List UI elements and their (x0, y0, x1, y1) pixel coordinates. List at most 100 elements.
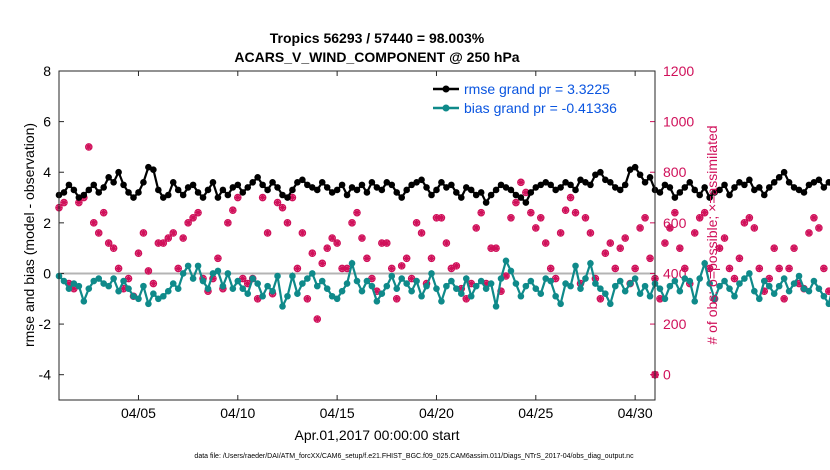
bias-point (751, 287, 758, 295)
obs-assimilated-point (557, 229, 565, 237)
obs-assimilated-point (154, 239, 162, 247)
rmse-point (562, 179, 569, 186)
rmse-point (403, 186, 410, 194)
y-right-tick-label: 1200 (663, 63, 694, 79)
x-tick-label: 04/25 (518, 405, 553, 421)
bias-point (453, 285, 460, 292)
obs-assimilated-point (125, 275, 132, 282)
legend-bias-marker (442, 104, 450, 112)
obs-assimilated-point (189, 214, 197, 222)
bias-point (438, 298, 445, 305)
obs-assimilated-point (95, 229, 103, 237)
rmse-point (820, 184, 828, 191)
rmse-point (418, 176, 425, 184)
rmse-point (249, 179, 256, 186)
bias-point (110, 275, 117, 282)
rmse-point (621, 181, 629, 189)
obs-assimilated-point (552, 275, 560, 282)
y-left-tick-label: 0 (43, 265, 51, 281)
obs-assimilated-point (368, 275, 376, 282)
obs-assimilated-point (467, 280, 475, 287)
bias-point (800, 285, 808, 292)
bias-point (383, 282, 391, 290)
bias-point (259, 292, 266, 300)
bias-point (736, 280, 743, 287)
obs-assimilated-point (661, 239, 669, 247)
rmse-point (482, 199, 490, 206)
rmse-point (815, 176, 823, 184)
bias-point (780, 275, 788, 282)
bias-point (323, 285, 331, 292)
rmse-point (731, 184, 738, 191)
obs-assimilated-point (398, 262, 406, 270)
bias-point (472, 282, 480, 290)
rmse-point (388, 181, 396, 189)
obs-assimilated-point (403, 254, 411, 262)
bias-point (552, 292, 559, 300)
rmse-point (160, 194, 167, 201)
rmse-point (780, 168, 788, 176)
obs-assimilated-point (547, 265, 555, 272)
bias-point (358, 287, 366, 295)
rmse-point (607, 179, 614, 186)
obs-assimilated-point (378, 239, 386, 247)
rmse-point (323, 184, 331, 191)
rmse-point (616, 186, 624, 194)
rmse-point (140, 179, 147, 186)
rmse-point (443, 184, 450, 191)
bias-point (716, 282, 723, 290)
rmse-point (338, 181, 346, 189)
x-axis-label: Apr.01,2017 00:00:00 start (294, 427, 459, 443)
bias-point (105, 282, 112, 290)
rmse-point (264, 186, 271, 194)
rmse-point (736, 179, 743, 186)
bias-point (95, 275, 103, 282)
obs-assimilated-point (234, 194, 242, 201)
rmse-point (795, 186, 803, 194)
rmse-point (224, 191, 232, 199)
rmse-point (711, 189, 718, 196)
obs-assimilated-point (517, 178, 525, 186)
bias-point (701, 260, 708, 267)
bias-point (184, 262, 192, 270)
obs-assimilated-point (815, 224, 823, 232)
obs-assimilated-point (209, 275, 217, 282)
bias-point (284, 292, 291, 300)
bias-point (726, 285, 733, 292)
bias-point (194, 262, 202, 270)
rmse-point (130, 194, 137, 201)
rmse-point (408, 181, 415, 189)
obs-assimilated-point (229, 206, 237, 214)
rmse-point (686, 179, 694, 186)
bias-point (542, 275, 550, 282)
rmse-point (438, 179, 445, 186)
obs-assimilated-point (472, 224, 480, 232)
bias-point (289, 272, 296, 280)
obs-assimilated-point (701, 209, 709, 217)
obs-assimilated-point (487, 244, 495, 252)
rmse-point (368, 179, 376, 186)
bias-point (641, 282, 649, 290)
obs-assimilated-point (646, 254, 654, 262)
obs-assimilated-point (428, 254, 435, 262)
obs-assimilated-point (567, 194, 574, 201)
bias-point (408, 287, 415, 295)
bias-point (140, 282, 147, 290)
obs-assimilated-point (611, 265, 619, 272)
rmse-point (199, 194, 207, 201)
bias-point (661, 295, 669, 303)
rmse-point (309, 184, 316, 191)
y-axis-right-label: # of obs: o=possible; ×=assimilated (704, 125, 720, 344)
rmse-point (353, 186, 361, 194)
obs-assimilated-point (140, 229, 147, 237)
obs-assimilated-point (298, 229, 306, 237)
rmse-point (393, 189, 401, 196)
obs-assimilated-point (736, 254, 743, 262)
bias-point (527, 277, 535, 285)
obs-assimilated-point (194, 209, 202, 217)
rmse-point (641, 179, 649, 186)
bias-point (100, 280, 107, 287)
y-left-tick-label: -4 (39, 367, 52, 383)
obs-assimilated-point (785, 265, 793, 272)
bias-point (795, 272, 803, 280)
